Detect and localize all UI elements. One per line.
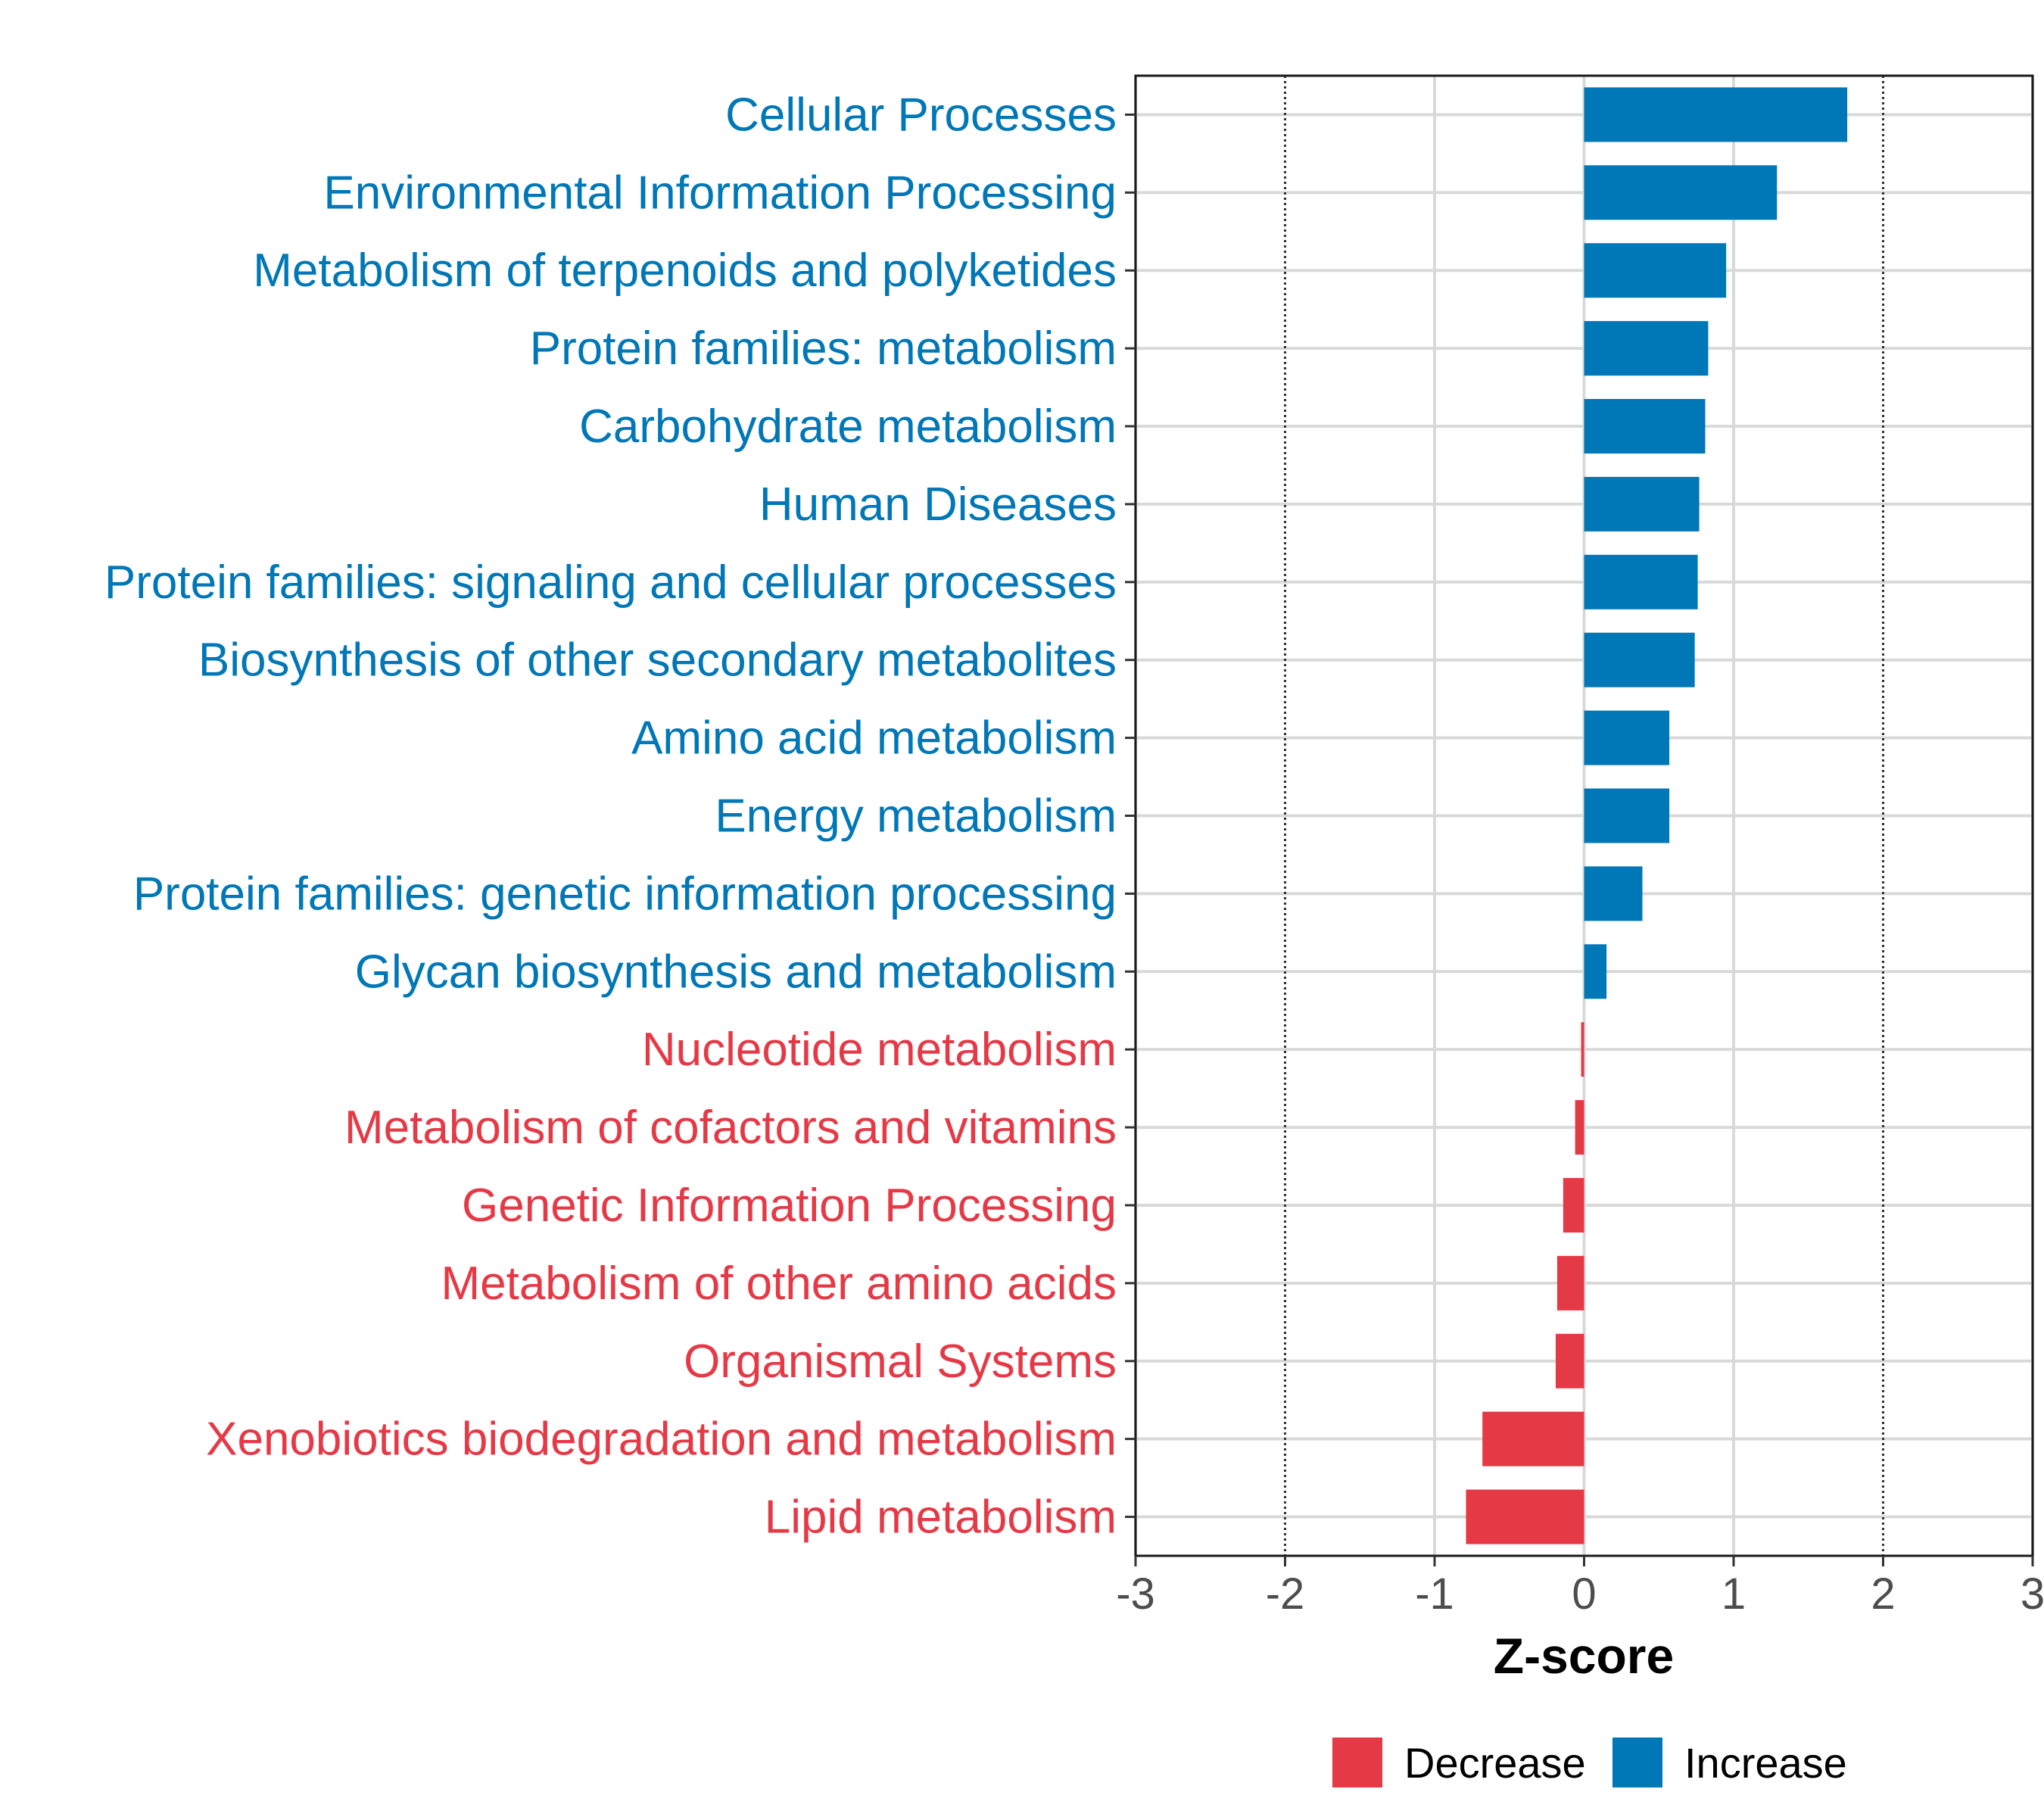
x-tick-label: 3 — [2021, 1569, 2044, 1619]
category-label: Carbohydrate metabolism — [579, 400, 1117, 453]
bar — [1584, 710, 1670, 765]
bars — [1466, 87, 1848, 1544]
category-label: Xenobiotics biodegradation and metabolis… — [206, 1413, 1117, 1466]
x-axis-title: Z-score — [1494, 1628, 1674, 1684]
bar — [1556, 1255, 1584, 1311]
category-label: Protein families: genetic information pr… — [133, 868, 1117, 920]
category-label: Metabolism of other amino acids — [441, 1258, 1117, 1310]
bar — [1584, 87, 1848, 142]
x-tick-label: 0 — [1572, 1569, 1596, 1619]
category-label: Lipid metabolism — [765, 1491, 1117, 1544]
bar — [1555, 1333, 1584, 1388]
bar — [1584, 788, 1670, 843]
category-label: Organismal Systems — [684, 1335, 1117, 1388]
x-tick-label: 2 — [1871, 1569, 1895, 1619]
x-tick-label: 1 — [1722, 1569, 1746, 1619]
bar — [1563, 1177, 1584, 1233]
bar — [1581, 1022, 1584, 1077]
bar — [1584, 243, 1727, 298]
category-label: Metabolism of cofactors and vitamins — [344, 1102, 1117, 1154]
bar — [1584, 476, 1700, 531]
category-label: Glycan biosynthesis and metabolism — [355, 946, 1117, 998]
legend-swatch — [1612, 1738, 1662, 1787]
category-label: Metabolism of terpenoids and polyketides — [253, 245, 1117, 297]
category-label: Protein families: signaling and cellular… — [104, 556, 1117, 609]
bar — [1584, 554, 1698, 609]
legend: Decrease Increase — [1332, 1738, 1847, 1787]
x-tick-label: -1 — [1415, 1569, 1454, 1619]
category-label: Protein families: metabolism — [530, 323, 1117, 375]
category-label: Energy metabolism — [715, 790, 1117, 843]
bar — [1584, 321, 1709, 376]
bar — [1575, 1100, 1584, 1155]
bar — [1482, 1411, 1584, 1466]
category-label: Biosynthesis of other secondary metaboli… — [198, 634, 1117, 687]
bar — [1584, 165, 1778, 220]
category-label: Amino acid metabolism — [631, 712, 1117, 765]
bar — [1584, 944, 1607, 999]
bar — [1466, 1489, 1584, 1544]
x-tick-label: -2 — [1266, 1569, 1305, 1619]
bar — [1584, 399, 1706, 454]
category-label: Genetic Information Processing — [462, 1180, 1117, 1232]
bar — [1584, 632, 1695, 687]
x-axis-ticks: -3 -2 -1 0 1 2 3 — [1116, 113, 2044, 1619]
category-labels: Cellular Processes Environmental Informat… — [104, 89, 1117, 1543]
category-label: Cellular Processes — [725, 89, 1117, 141]
bar — [1584, 866, 1643, 921]
legend-label: Decrease — [1404, 1739, 1586, 1787]
legend-label: Increase — [1684, 1739, 1847, 1787]
legend-swatch — [1332, 1738, 1382, 1787]
category-label: Environmental Information Processing — [323, 167, 1117, 219]
category-label: Nucleotide metabolism — [642, 1024, 1117, 1076]
category-label: Human Diseases — [759, 478, 1117, 531]
x-tick-label: -3 — [1116, 1569, 1155, 1619]
